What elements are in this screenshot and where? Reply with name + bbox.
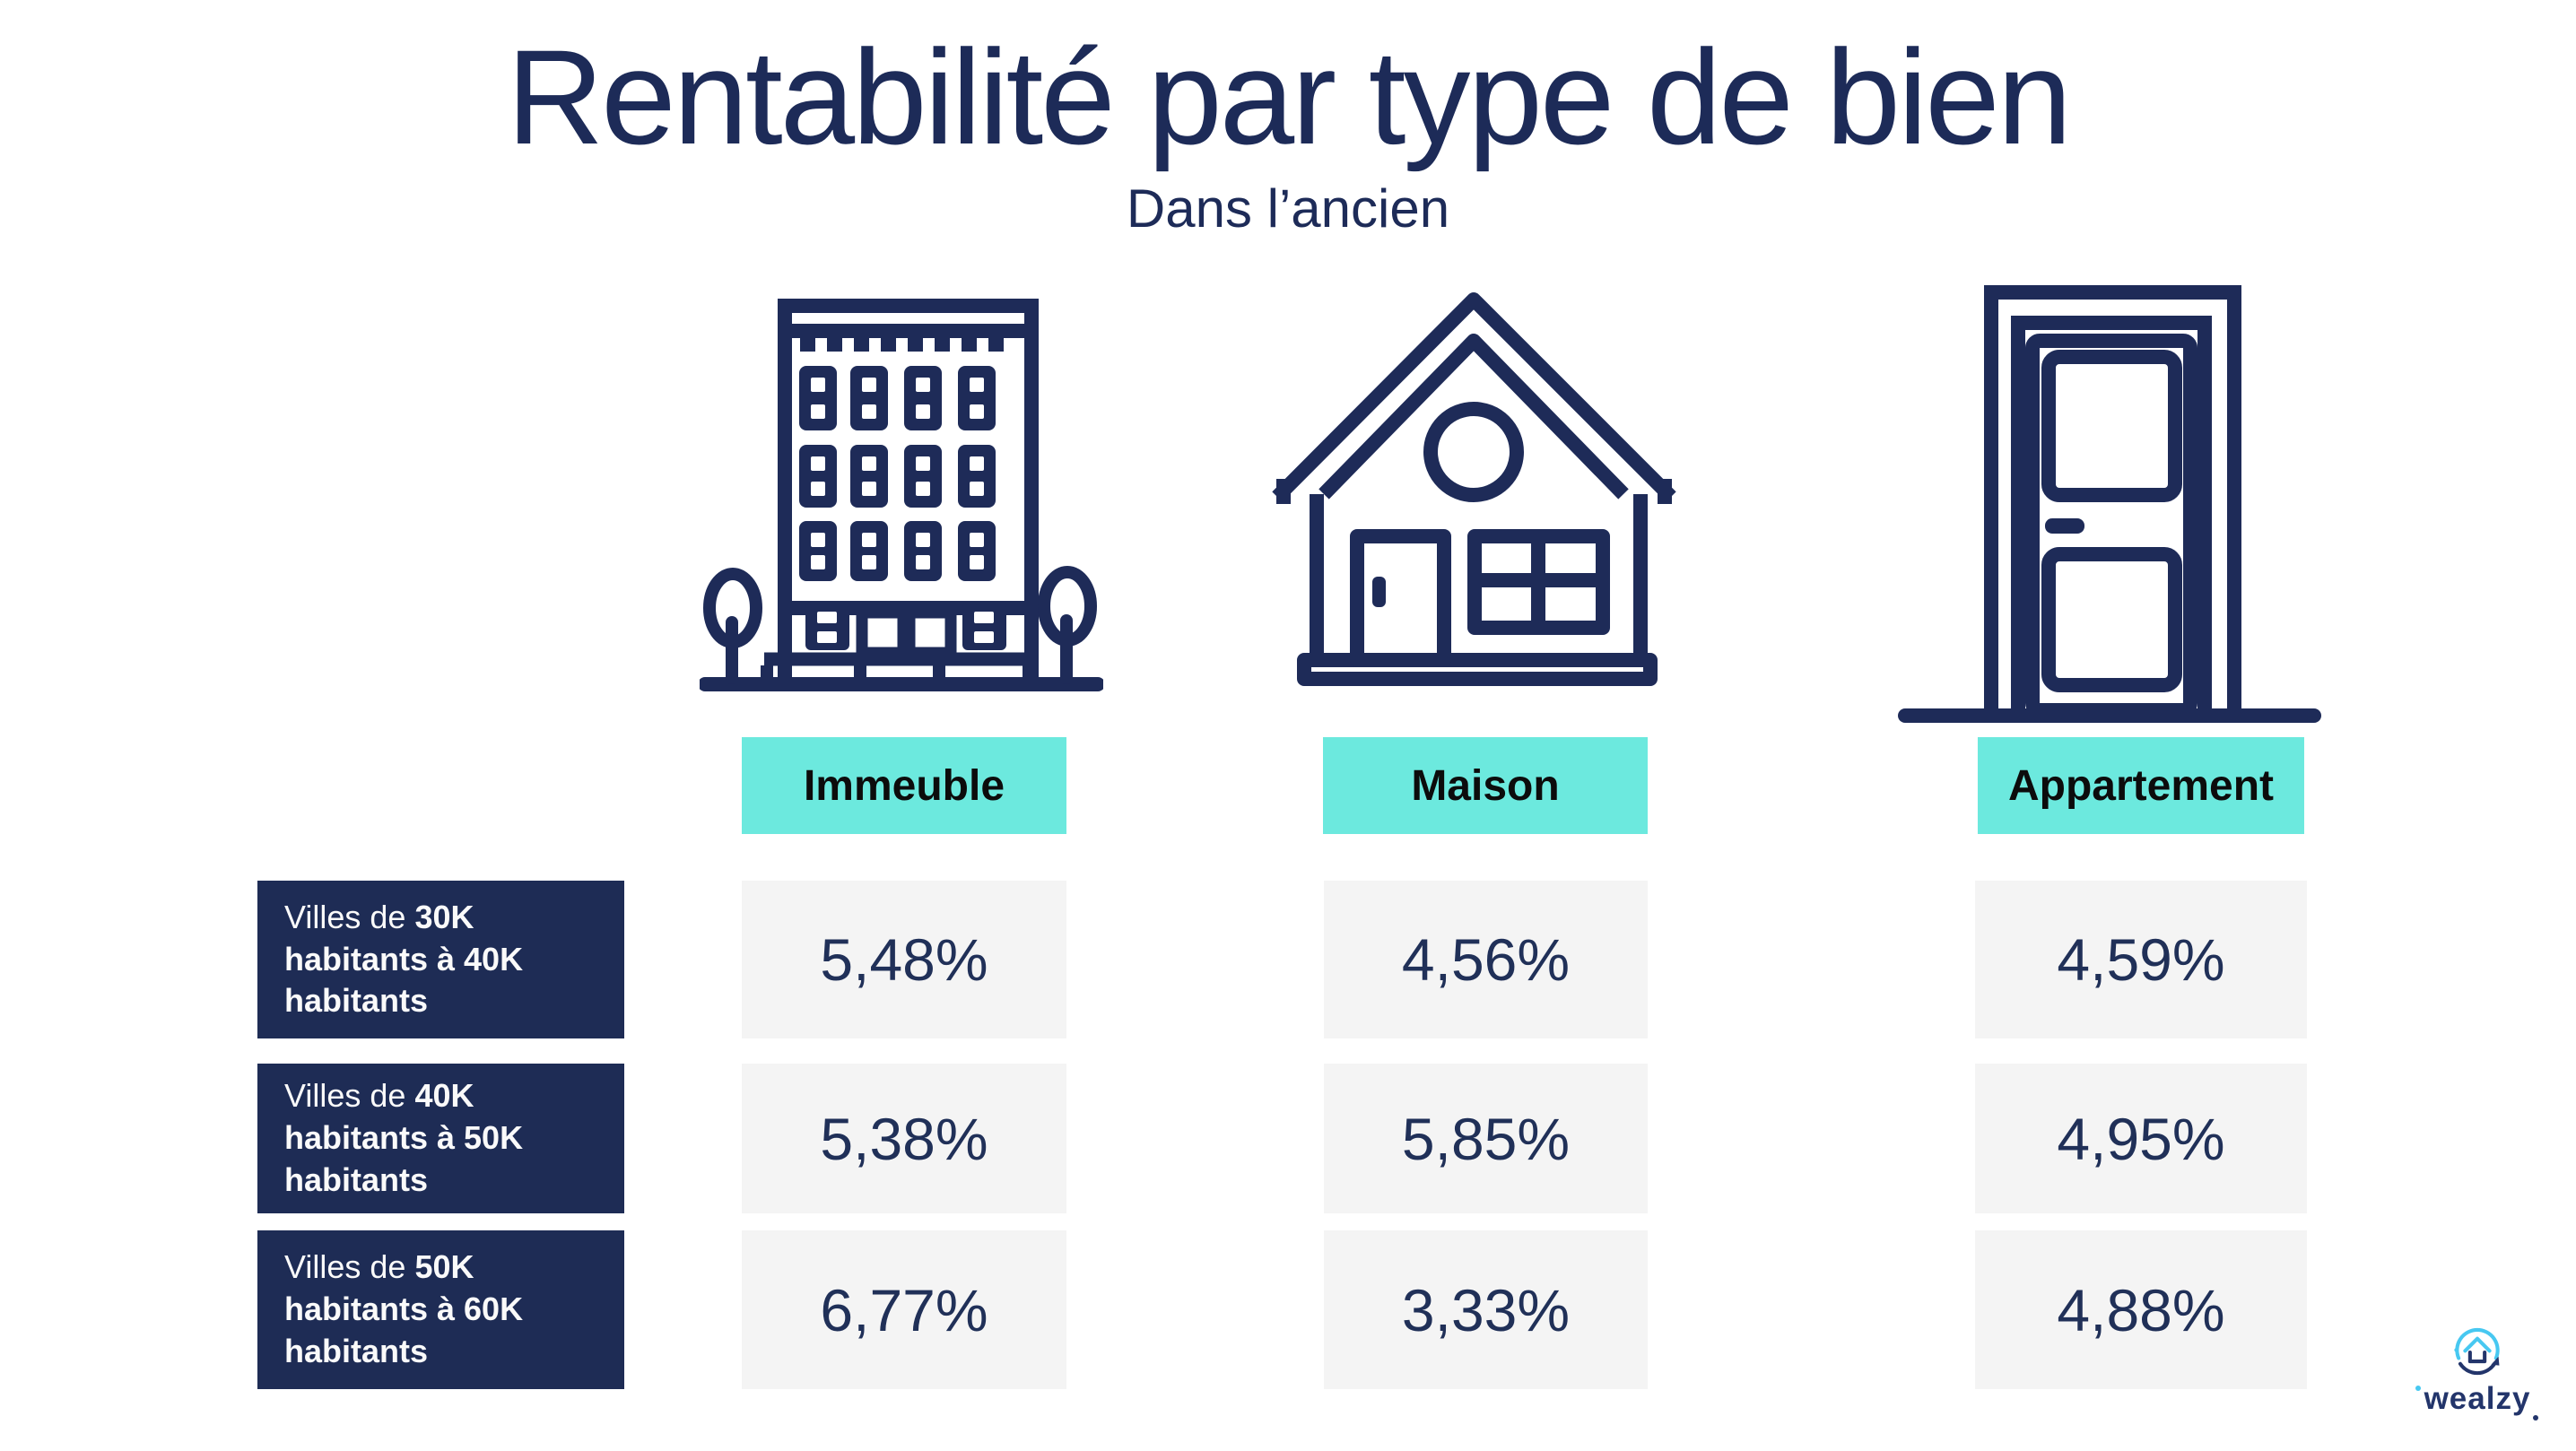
value-cell-appartement-50k: 4,88% bbox=[1975, 1230, 2307, 1389]
door-handle bbox=[2045, 518, 2084, 534]
value-cell-immeuble-40k: 5,38% bbox=[742, 1064, 1066, 1213]
value-cell-maison-30k: 4,56% bbox=[1324, 881, 1648, 1038]
building-entrance-door bbox=[856, 606, 957, 659]
house-door-handle bbox=[1372, 577, 1386, 607]
value-cell-maison-40k: 5,85% bbox=[1324, 1064, 1648, 1213]
value-cell-appartement-30k: 4,59% bbox=[1975, 881, 2307, 1038]
row-header-prefix: Villes de bbox=[284, 898, 406, 935]
house-icon bbox=[1272, 292, 1676, 686]
page-subtitle: Dans l’ancien bbox=[1126, 178, 1450, 239]
building-icon bbox=[700, 299, 1103, 691]
value-cell-immeuble-30k: 5,48% bbox=[742, 881, 1066, 1038]
column-label-appartement: Appartement bbox=[1977, 737, 2305, 834]
row-header-range: 40K habitants à 50K habitants bbox=[284, 1077, 524, 1198]
column-label-maison: Maison bbox=[1323, 737, 1648, 834]
row-header-40k-50k: Villes de 40K habitants à 50K habitants bbox=[257, 1064, 624, 1213]
value-cell-immeuble-50k: 6,77% bbox=[742, 1230, 1066, 1389]
row-header-prefix: Villes de bbox=[284, 1248, 406, 1286]
building-windows bbox=[799, 366, 1006, 650]
value-cell-maison-50k: 3,33% bbox=[1324, 1230, 1648, 1389]
column-label-immeuble: Immeuble bbox=[742, 737, 1066, 834]
wealzy-logo-mark bbox=[2454, 1327, 2500, 1376]
door-icon bbox=[1898, 285, 2321, 723]
row-header-30k-40k: Villes de 30K habitants à 40K habitants bbox=[257, 881, 624, 1038]
wealzy-logo-text: wealzy bbox=[2415, 1381, 2539, 1421]
row-header-range: 30K habitants à 40K habitants bbox=[284, 898, 524, 1020]
page-title: Rentabilité par type de bien bbox=[506, 22, 2072, 172]
wealzy-logo: wealzy bbox=[2415, 1327, 2539, 1421]
building-cornice-teeth bbox=[761, 338, 1035, 678]
row-header-prefix: Villes de bbox=[284, 1077, 406, 1115]
row-header-range: 50K habitants à 60K habitants bbox=[284, 1248, 524, 1369]
value-cell-appartement-40k: 4,95% bbox=[1975, 1064, 2307, 1213]
row-header-50k-60k: Villes de 50K habitants à 60K habitants bbox=[257, 1230, 624, 1389]
